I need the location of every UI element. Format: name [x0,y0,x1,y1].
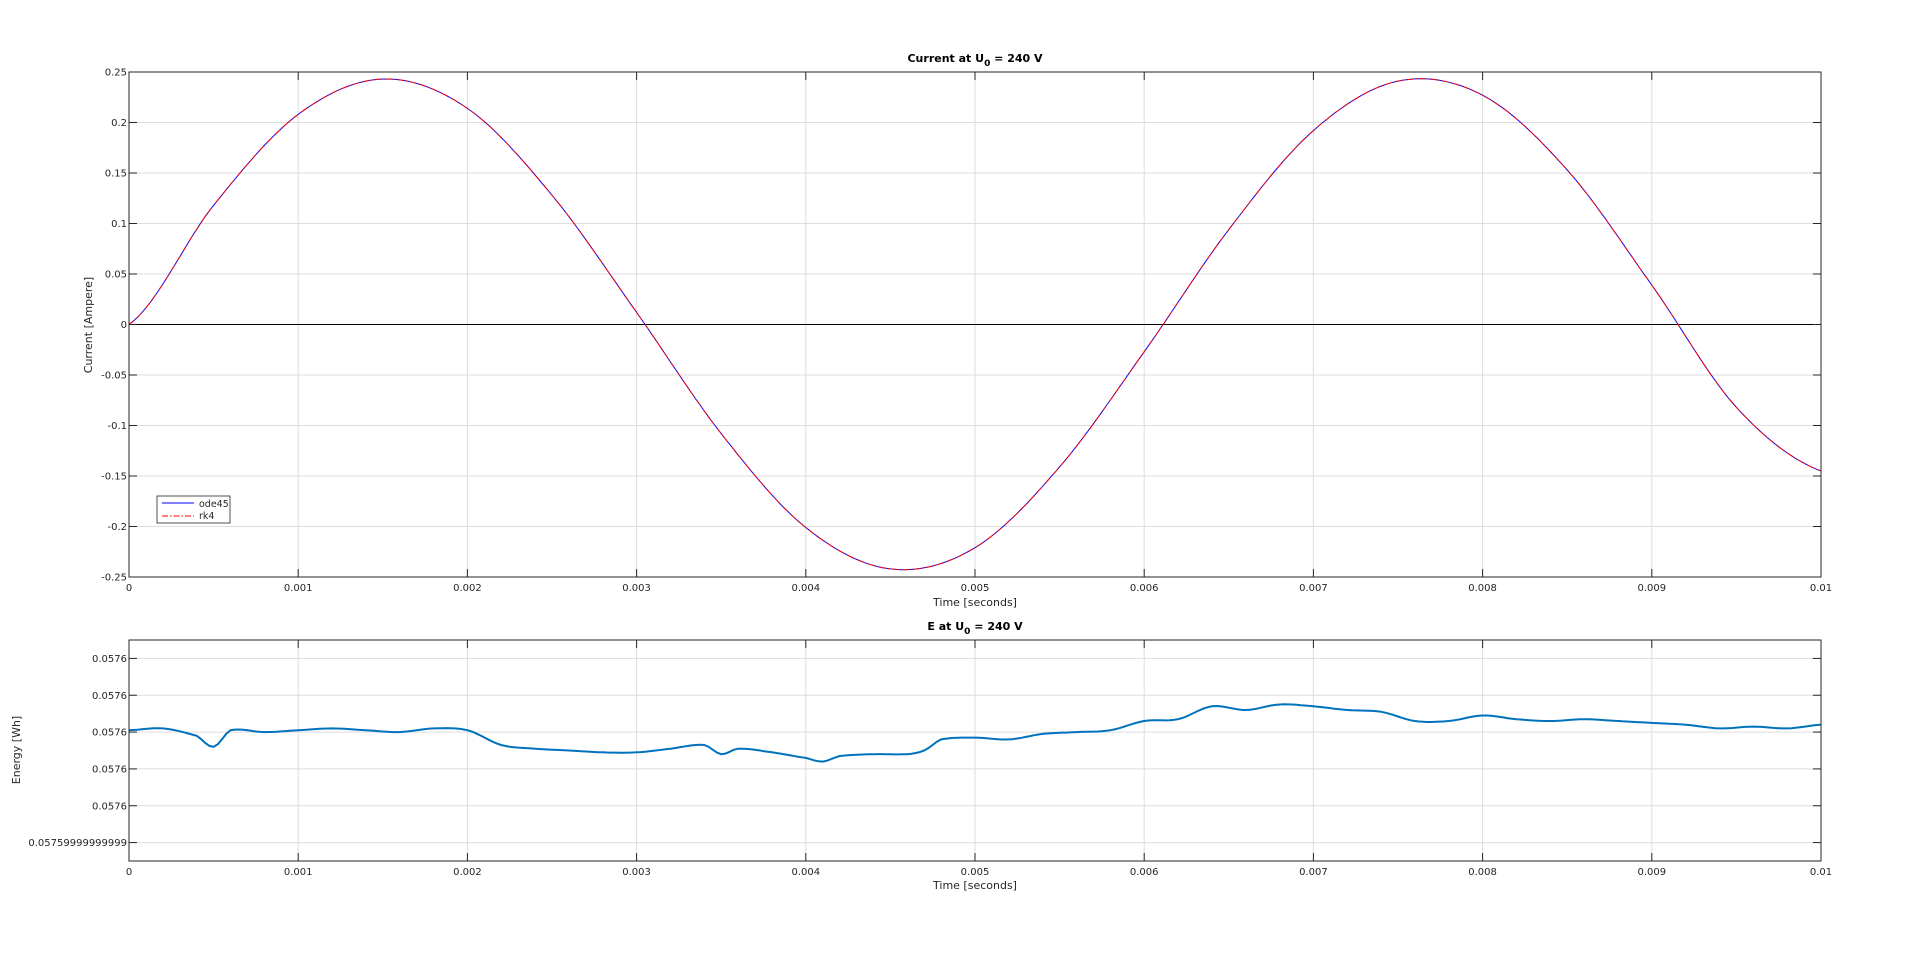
energy-ytick-label: 0.0576 [92,801,127,812]
current-ytick-label: -0.1 [107,421,127,432]
energy-title: E at U0 = 240 V [927,620,1023,637]
current-xtick-label: 0.002 [453,583,482,594]
energy-xtick-label: 0.003 [622,867,651,878]
energy-series [128,703,1822,763]
energy-title-subscript: 0 [964,627,970,637]
current-ticks [128,71,1822,578]
current-xtick-label: 0.01 [1810,583,1832,594]
current-xtick-labels: 0 0.001 0.002 0.003 0.004 0.005 0.006 0.007 0.00… [126,583,1832,594]
energy-ticks [128,640,1822,861]
energy-xtick-label: 0.001 [284,867,313,878]
current-title-subscript: 0 [984,59,990,69]
energy-xtick-label: 0.007 [1299,867,1328,878]
energy-xtick-label: 0.002 [453,867,482,878]
current-xtick-label: 0 [126,583,132,594]
current-xtick-label: 0.006 [1130,583,1159,594]
current-legend: ode45 rk4 [156,495,231,524]
current-xtick-label: 0.004 [791,583,820,594]
current-ytick-label: 0.2 [111,118,127,129]
current-xtick-label: 0.003 [622,583,651,594]
energy-xtick-label: 0.01 [1810,867,1832,878]
energy-ylabel: Energy [Wh] [10,716,23,784]
energy-grid [129,640,1821,861]
current-title: Current at U0 = 240 V [907,52,1043,69]
legend-label-rk4: rk4 [199,511,214,522]
energy-xtick-label: 0.009 [1637,867,1666,878]
current-ytick-labels: -0.25 -0.2 -0.15 -0.1 -0.05 0 0.05 0.1 0.15 0.2 0.… [101,68,127,584]
energy-series-line-energy [128,703,1822,763]
energy-xlabel: Time [seconds] [932,879,1017,892]
current-title-suffix: = 240 V [990,52,1043,65]
energy-ytick-label: 0.0576 [92,691,127,702]
current-series-line-rk4 [128,78,1822,571]
current-ytick-label: 0.1 [111,219,127,230]
legend-label-ode45: ode45 [199,499,229,510]
energy-xtick-labels: 0 0.001 0.002 0.003 0.004 0.005 0.006 0.007 0.00… [126,867,1832,878]
energy-xtick-label: 0.008 [1468,867,1497,878]
current-xlabel: Time [seconds] [932,596,1017,609]
energy-ytick-label: 0.0576 [92,764,127,775]
energy-axes: 0 0.001 0.002 0.003 0.004 0.005 0.006 0.007 0.00… [10,620,1832,892]
current-ytick-label: 0.25 [105,68,127,79]
current-xtick-label: 0.001 [284,583,313,594]
current-ytick-label: 0.15 [105,169,127,180]
energy-xtick-label: 0 [126,867,132,878]
energy-ytick-label: 0.0576 [92,654,127,665]
current-ytick-label: 0 [121,320,127,331]
current-xtick-label: 0.008 [1468,583,1497,594]
current-axes: 0 0.001 0.002 0.003 0.004 0.005 0.006 0.007 0.00… [82,52,1832,609]
current-ytick-label: -0.2 [107,522,127,533]
current-ylabel: Current [Ampere] [82,277,95,373]
energy-xtick-label: 0.004 [791,867,820,878]
current-ytick-label: -0.05 [101,371,127,382]
current-xtick-label: 0.007 [1299,583,1328,594]
current-ytick-label: -0.25 [101,573,127,584]
current-ytick-label: -0.15 [101,472,127,483]
energy-xtick-label: 0.006 [1130,867,1159,878]
current-xtick-label: 0.005 [961,583,990,594]
energy-title-suffix: = 240 V [970,620,1023,633]
legend-box [156,495,231,524]
current-series [128,78,1822,571]
current-xtick-label: 0.009 [1637,583,1666,594]
energy-ytick-labels: 0.05759999999999 0.0576 0.0576 0.0576 0.0576… [28,654,127,849]
energy-ytick-label: 0.05759999999999 [28,838,127,849]
current-ytick-label: 0.05 [105,270,127,281]
energy-ytick-label: 0.0576 [92,728,127,739]
energy-xtick-label: 0.005 [961,867,990,878]
